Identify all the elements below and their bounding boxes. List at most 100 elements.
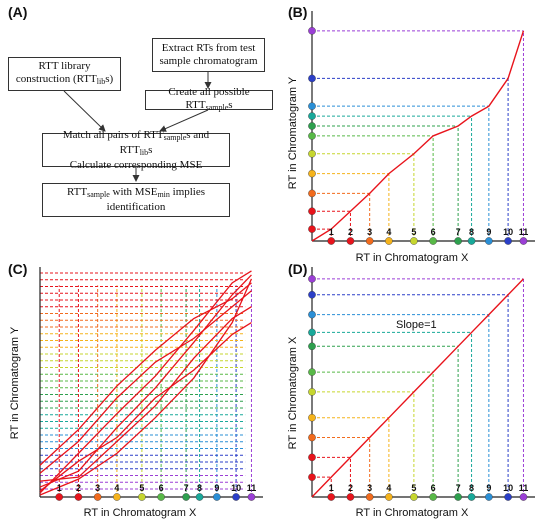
panel-b-tick-11: 11 xyxy=(519,227,529,237)
panel-c-tick-6: 6 xyxy=(159,483,164,493)
panel-d-y-marker-11 xyxy=(308,275,316,283)
panel-b-tick-4: 4 xyxy=(386,227,391,237)
panel-c-curve-6 xyxy=(39,282,252,466)
box-match-1b: s and RTT xyxy=(119,128,210,156)
panel-b-tick-1: 1 xyxy=(329,227,334,237)
panel-b-x-marker-7 xyxy=(454,237,462,245)
panel-c-tick-11: 11 xyxy=(247,483,257,493)
panel-d-x-marker-8 xyxy=(467,493,476,501)
panel-d-x-marker-1 xyxy=(327,493,336,501)
panel-c-x-marker-5 xyxy=(138,493,146,501)
panel-d-tick-5: 5 xyxy=(411,483,416,493)
panel-c-x-marker-7 xyxy=(182,493,190,501)
panel-c-x-marker-4 xyxy=(113,493,121,501)
panel-d-x-marker-5 xyxy=(410,493,418,501)
panel-d-tick-8: 8 xyxy=(469,483,474,493)
panel-b-x-marker-5 xyxy=(410,237,418,245)
box-match-1sub2: lib xyxy=(139,147,149,157)
panel-c-x-marker-6 xyxy=(157,493,165,501)
panel-c-curve-4 xyxy=(39,290,252,474)
panel-b-tick-2: 2 xyxy=(348,227,353,237)
panel-c-label: (C) xyxy=(8,261,28,277)
panel-c-tick-8: 8 xyxy=(197,483,202,493)
panel-c-curve-3 xyxy=(39,306,252,482)
panel-b-x-marker-6 xyxy=(429,237,437,245)
box-match-1a: Match all pairs of RTT xyxy=(62,128,164,141)
panel-d-x-marker-3 xyxy=(365,493,374,501)
box-create-sub: sample xyxy=(205,103,229,112)
panel-b-y-marker-2 xyxy=(308,207,316,216)
panel-c-tick-10: 10 xyxy=(231,483,241,493)
panel-c-x-marker-8 xyxy=(195,493,204,501)
panel-b-x-marker-8 xyxy=(467,237,476,245)
box-match-line2: Calculate corresponding MSE xyxy=(69,158,203,171)
arrow-create-to-match xyxy=(159,109,209,132)
panel-b-tick-9: 9 xyxy=(486,227,491,237)
panel-b-y-marker-4 xyxy=(308,169,316,178)
box-library-line2b: s) xyxy=(105,73,114,85)
panel-b-tick-8: 8 xyxy=(469,227,474,237)
panel-d-y-marker-7 xyxy=(308,342,316,351)
panel-d-ylabel: RT in Chromatogram X xyxy=(287,336,299,449)
panel-a-label: (A) xyxy=(8,4,28,20)
panel-d-tick-3: 3 xyxy=(367,483,372,493)
panel-b-y-marker-7 xyxy=(308,122,316,130)
panel-d-slope-annotation: Slope=1 xyxy=(396,319,437,331)
panel-c-curve-1 xyxy=(39,274,252,488)
panel-d-x-marker-4 xyxy=(385,493,393,501)
panel-c-xlabel: RT in Chromatogram X xyxy=(84,507,197,519)
panel-d-tick-10: 10 xyxy=(503,483,513,493)
panel-d-y-marker-10 xyxy=(308,290,316,299)
panel-c-tick-7: 7 xyxy=(184,483,189,493)
box-create-a: Create all possible RTT xyxy=(168,86,250,111)
panel-b-tick-3: 3 xyxy=(367,227,372,237)
panel-b-y-marker-3 xyxy=(308,189,316,198)
box-library-construction: RTT library construction (RTTlibs) xyxy=(8,57,121,91)
panel-d-label: (D) xyxy=(288,261,308,277)
panel-d-x-marker-10 xyxy=(504,493,512,501)
panel-c-tick-9: 9 xyxy=(214,483,219,493)
box-match-1sub1: sample xyxy=(163,132,187,142)
panel-b-tick-5: 5 xyxy=(411,227,416,237)
panel-b-y-marker-11 xyxy=(308,27,316,35)
panel-d-tick-2: 2 xyxy=(348,483,353,493)
panel-c-tick-3: 3 xyxy=(95,483,100,493)
panel-d-curve xyxy=(311,278,524,498)
box-match-pairs: Match all pairs of RTTsamples and RTTlib… xyxy=(42,129,230,171)
panel-d-y-marker-6 xyxy=(308,368,316,376)
panel-d-x-marker-6 xyxy=(429,493,437,501)
panel-c-x-marker-3 xyxy=(93,493,102,501)
arrow-library-to-match xyxy=(63,90,106,132)
box-ident-1sub2: min xyxy=(157,190,170,199)
panel-d-tick-1: 1 xyxy=(329,483,334,493)
panel-b-tick-10: 10 xyxy=(503,227,513,237)
box-ident-1b: with MSE xyxy=(109,186,158,198)
box-ident-1c: implies xyxy=(169,186,206,198)
panel-c-curve-7 xyxy=(39,278,253,496)
panel-b-tick-7: 7 xyxy=(456,227,461,237)
panel-c-x-marker-2 xyxy=(74,493,83,501)
panel-b-x-marker-9 xyxy=(485,237,493,245)
panel-d-y-marker-8 xyxy=(308,328,316,337)
panel-c-tick-5: 5 xyxy=(139,483,144,493)
panel-c-x-marker-10 xyxy=(232,493,240,501)
box-extract-rts: Extract RTs from test sample chromatogra… xyxy=(152,38,265,72)
panel-c-x-marker-1 xyxy=(55,493,64,501)
panel-d-tick-6: 6 xyxy=(431,483,436,493)
panel-b-tick-6: 6 xyxy=(431,227,436,237)
panel-d-tick-7: 7 xyxy=(456,483,461,493)
box-ident-1a: RTT xyxy=(66,186,88,198)
box-create-rtt: Create all possible RTTsamples xyxy=(145,86,273,112)
panel-b-x-marker-3 xyxy=(365,237,374,245)
panel-b-y-marker-1 xyxy=(308,225,316,233)
panel-d-y-marker-9 xyxy=(308,310,316,319)
panel-b-y-marker-9 xyxy=(308,102,316,110)
panel-b-x-marker-4 xyxy=(385,237,393,245)
panel-b-ylabel: RT in Chromatogram Y xyxy=(287,76,299,189)
panel-b-y-marker-10 xyxy=(308,74,316,83)
box-match-1c: s xyxy=(148,143,153,156)
panel-b-y-marker-8 xyxy=(308,112,316,120)
